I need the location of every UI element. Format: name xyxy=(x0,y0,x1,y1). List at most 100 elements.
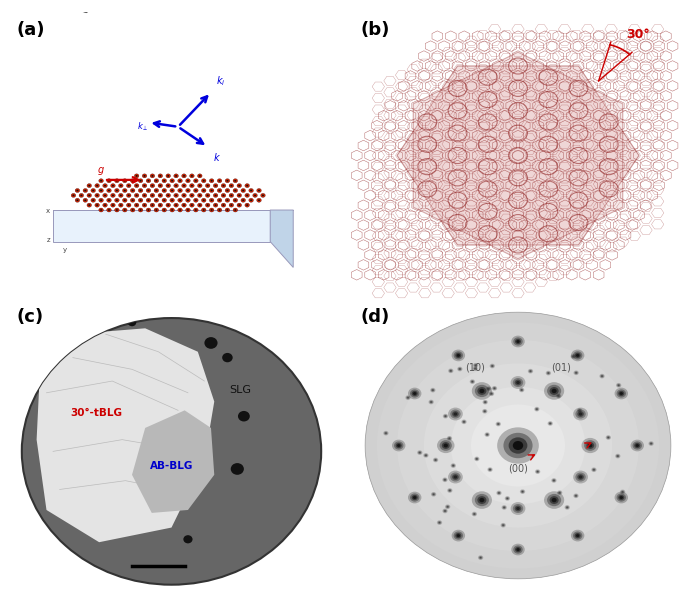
Circle shape xyxy=(573,532,582,540)
Polygon shape xyxy=(397,66,639,245)
Circle shape xyxy=(564,505,570,509)
Circle shape xyxy=(172,190,173,191)
Circle shape xyxy=(118,193,123,197)
Circle shape xyxy=(446,505,449,508)
Circle shape xyxy=(253,193,258,197)
Polygon shape xyxy=(270,210,293,267)
Circle shape xyxy=(491,365,494,367)
Circle shape xyxy=(511,335,525,347)
Circle shape xyxy=(550,387,559,395)
Circle shape xyxy=(454,532,463,540)
Circle shape xyxy=(166,184,171,188)
Circle shape xyxy=(407,396,410,399)
Circle shape xyxy=(221,203,226,207)
Circle shape xyxy=(418,451,421,454)
Circle shape xyxy=(151,194,153,196)
Circle shape xyxy=(503,433,533,458)
Circle shape xyxy=(88,194,90,196)
Circle shape xyxy=(202,188,206,193)
Circle shape xyxy=(183,205,185,206)
Circle shape xyxy=(573,408,588,420)
Circle shape xyxy=(237,203,241,207)
Circle shape xyxy=(456,354,460,357)
Circle shape xyxy=(136,194,138,196)
Circle shape xyxy=(120,185,122,187)
Circle shape xyxy=(258,190,260,191)
Circle shape xyxy=(250,190,252,191)
Circle shape xyxy=(419,452,421,453)
Text: 30°-tBLG: 30°-tBLG xyxy=(70,408,122,418)
Circle shape xyxy=(234,190,237,191)
Circle shape xyxy=(650,443,652,444)
Text: (d): (d) xyxy=(360,308,389,326)
Circle shape xyxy=(455,533,461,538)
Circle shape xyxy=(517,548,519,551)
Circle shape xyxy=(160,194,161,196)
Circle shape xyxy=(475,458,478,460)
Circle shape xyxy=(155,190,158,191)
Circle shape xyxy=(127,194,130,196)
Circle shape xyxy=(241,188,246,193)
Circle shape xyxy=(521,389,522,390)
Circle shape xyxy=(112,185,114,187)
Circle shape xyxy=(537,471,538,472)
Circle shape xyxy=(503,507,505,508)
Circle shape xyxy=(237,184,241,188)
Circle shape xyxy=(501,524,505,527)
Circle shape xyxy=(620,496,623,499)
Circle shape xyxy=(475,365,476,366)
Circle shape xyxy=(237,193,241,197)
Circle shape xyxy=(435,459,437,461)
Circle shape xyxy=(444,416,446,417)
Circle shape xyxy=(600,374,604,378)
Polygon shape xyxy=(132,410,214,513)
Circle shape xyxy=(226,180,228,182)
Circle shape xyxy=(202,199,206,202)
Circle shape xyxy=(444,414,447,418)
Circle shape xyxy=(211,209,213,211)
Circle shape xyxy=(452,411,458,417)
Circle shape xyxy=(579,413,582,416)
Circle shape xyxy=(473,367,478,371)
Text: y: y xyxy=(62,247,66,253)
Circle shape xyxy=(443,414,448,419)
Circle shape xyxy=(199,185,201,187)
Circle shape xyxy=(154,188,159,193)
Circle shape xyxy=(592,468,596,471)
Circle shape xyxy=(179,209,181,211)
Circle shape xyxy=(496,422,501,426)
Circle shape xyxy=(615,492,628,504)
Circle shape xyxy=(432,389,433,390)
Circle shape xyxy=(474,514,475,515)
Circle shape xyxy=(225,179,230,183)
Circle shape xyxy=(536,470,540,473)
Circle shape xyxy=(579,475,582,478)
Circle shape xyxy=(242,199,244,201)
Circle shape xyxy=(588,444,592,447)
Circle shape xyxy=(573,471,588,483)
Circle shape xyxy=(94,193,99,197)
Circle shape xyxy=(144,185,146,187)
Circle shape xyxy=(193,188,198,193)
Circle shape xyxy=(574,494,578,498)
Circle shape xyxy=(519,388,524,392)
Circle shape xyxy=(108,209,110,211)
Circle shape xyxy=(260,193,265,197)
Circle shape xyxy=(473,512,476,515)
Circle shape xyxy=(218,190,220,191)
Circle shape xyxy=(158,184,162,188)
Circle shape xyxy=(246,194,248,196)
Circle shape xyxy=(480,389,484,393)
Circle shape xyxy=(222,353,232,362)
Circle shape xyxy=(182,203,186,207)
Circle shape xyxy=(148,199,150,201)
Circle shape xyxy=(234,209,237,211)
Circle shape xyxy=(160,175,161,177)
Circle shape xyxy=(577,408,582,413)
Circle shape xyxy=(132,180,134,182)
Circle shape xyxy=(431,492,436,497)
Circle shape xyxy=(490,393,493,395)
Circle shape xyxy=(498,423,499,425)
Circle shape xyxy=(146,188,150,193)
Circle shape xyxy=(146,179,150,183)
